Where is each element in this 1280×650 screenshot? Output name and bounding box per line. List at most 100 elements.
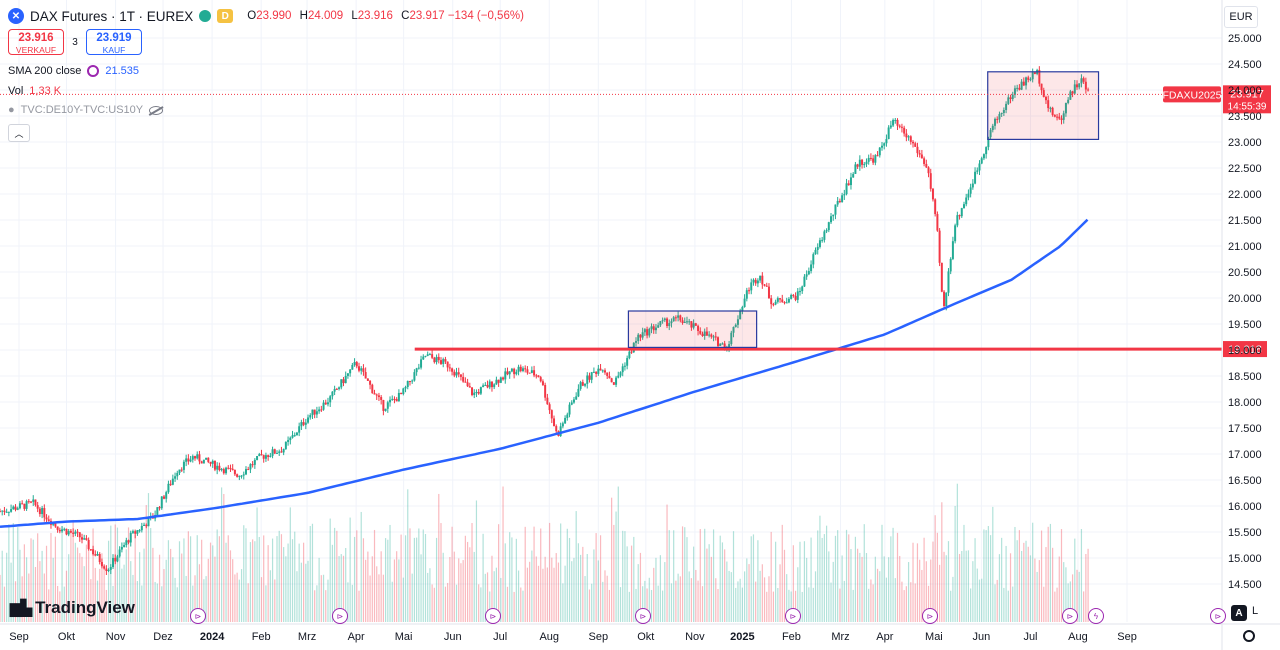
candle-body <box>12 506 15 510</box>
candle-body <box>194 456 197 459</box>
candle-body <box>74 531 77 534</box>
event-marker[interactable]: ⊳ <box>190 608 206 624</box>
candle-body <box>721 343 724 345</box>
event-marker[interactable]: ⊳ <box>1062 608 1078 624</box>
candle-body <box>295 432 298 436</box>
volume-bar <box>854 536 856 622</box>
volume-bar <box>76 547 79 622</box>
candle-body <box>756 280 759 284</box>
volume-bar <box>329 518 331 622</box>
gear-icon[interactable] <box>1243 630 1255 642</box>
event-marker[interactable]: ⊳ <box>332 608 348 624</box>
symbol-title[interactable]: DAX Futures · 1T · EUREX <box>30 8 194 24</box>
candle-body <box>304 422 307 425</box>
candle-body <box>393 398 396 400</box>
volume-bar <box>212 545 214 622</box>
candle-body <box>484 384 487 386</box>
event-marker[interactable]: ⊳ <box>1210 608 1226 624</box>
candle-body <box>699 330 702 334</box>
volume-bar <box>347 582 349 622</box>
collapse-legend-button[interactable]: ︿ <box>8 124 30 142</box>
candle-body <box>976 170 979 172</box>
indicator-spread[interactable]: ● TVC:DE10Y-TVC:US10Y <box>8 104 164 116</box>
event-marker[interactable]: ϟ <box>1088 608 1104 624</box>
candle-body <box>54 523 57 527</box>
candle-body <box>278 451 281 453</box>
volume-bar <box>531 550 533 622</box>
volume-bar <box>70 529 72 622</box>
candle-body <box>362 368 365 373</box>
volume-bar <box>876 568 879 622</box>
indicator-sma[interactable]: SMA 200 close 21.535 <box>8 65 139 77</box>
log-scale-button[interactable]: L <box>1252 605 1259 617</box>
candle-body <box>1082 78 1085 82</box>
volume-bar <box>681 526 684 622</box>
candle-body <box>156 507 159 515</box>
candle-body <box>358 366 361 371</box>
volume-bar <box>10 562 12 622</box>
status-badge[interactable]: D <box>217 9 234 23</box>
x-symbol-icon[interactable]: ✕ <box>8 8 24 24</box>
auto-scale-button[interactable]: A <box>1231 605 1247 621</box>
candle-body <box>411 380 414 382</box>
volume-bar <box>132 574 134 622</box>
candle-body <box>679 315 682 321</box>
eye-hidden-icon[interactable] <box>149 105 164 115</box>
volume-bar <box>6 552 8 622</box>
volume-bar <box>606 575 608 622</box>
candle-body <box>431 354 434 358</box>
volume-bar <box>183 538 185 622</box>
indicator-volume[interactable]: Vol 1,33 K <box>8 85 61 97</box>
volume-bar <box>970 588 972 622</box>
candle-body <box>85 538 88 540</box>
candle-body <box>98 554 101 563</box>
y-tick-label: 16.000 <box>1228 501 1262 513</box>
x-tick-label: Feb <box>782 631 801 643</box>
candle-body <box>231 468 234 471</box>
volume-bar <box>1016 540 1018 622</box>
candle-body <box>428 354 431 356</box>
candle-body <box>176 472 179 477</box>
buy-button[interactable]: 23.919 KAUF <box>86 29 142 55</box>
event-marker[interactable]: ⊳ <box>485 608 501 624</box>
sell-button[interactable]: 23.916 VERKAUF <box>8 29 64 55</box>
volume-bar <box>792 545 794 622</box>
candle-body <box>1025 77 1028 86</box>
volume-bar <box>1021 550 1023 622</box>
volume-bar <box>732 531 735 622</box>
candle-body <box>772 304 775 306</box>
event-marker[interactable]: ⊳ <box>635 608 651 624</box>
candle-body <box>712 336 715 338</box>
candle-body <box>293 435 296 437</box>
candle-body <box>612 382 615 385</box>
volume-bar <box>358 590 360 622</box>
candle-body <box>504 371 507 380</box>
candle-body <box>530 370 533 373</box>
candle-body <box>1013 88 1016 95</box>
candle-body <box>641 332 644 338</box>
event-marker[interactable]: ⊳ <box>922 608 938 624</box>
volume-bar <box>814 571 817 622</box>
candle-body <box>714 336 717 338</box>
candle-body <box>603 370 606 373</box>
chevron-up-icon: ︿ <box>14 128 24 139</box>
volume-bar <box>635 588 637 622</box>
volume-bar <box>92 528 94 622</box>
volume-bar <box>529 561 531 622</box>
event-marker[interactable]: ⊳ <box>785 608 801 624</box>
currency-selector[interactable]: EUR <box>1224 6 1258 28</box>
volume-bar <box>447 582 449 622</box>
volume-bar <box>907 562 910 622</box>
candle-body <box>1069 91 1072 100</box>
volume-bar <box>763 577 766 622</box>
volume-bar <box>1045 547 1047 622</box>
volume-bar <box>564 565 566 622</box>
candle-body <box>869 157 872 159</box>
volume-bar <box>107 540 110 622</box>
volume-bar <box>63 586 65 622</box>
volume-bar <box>365 559 367 622</box>
volume-bar <box>121 568 123 622</box>
candle-body <box>741 306 744 311</box>
